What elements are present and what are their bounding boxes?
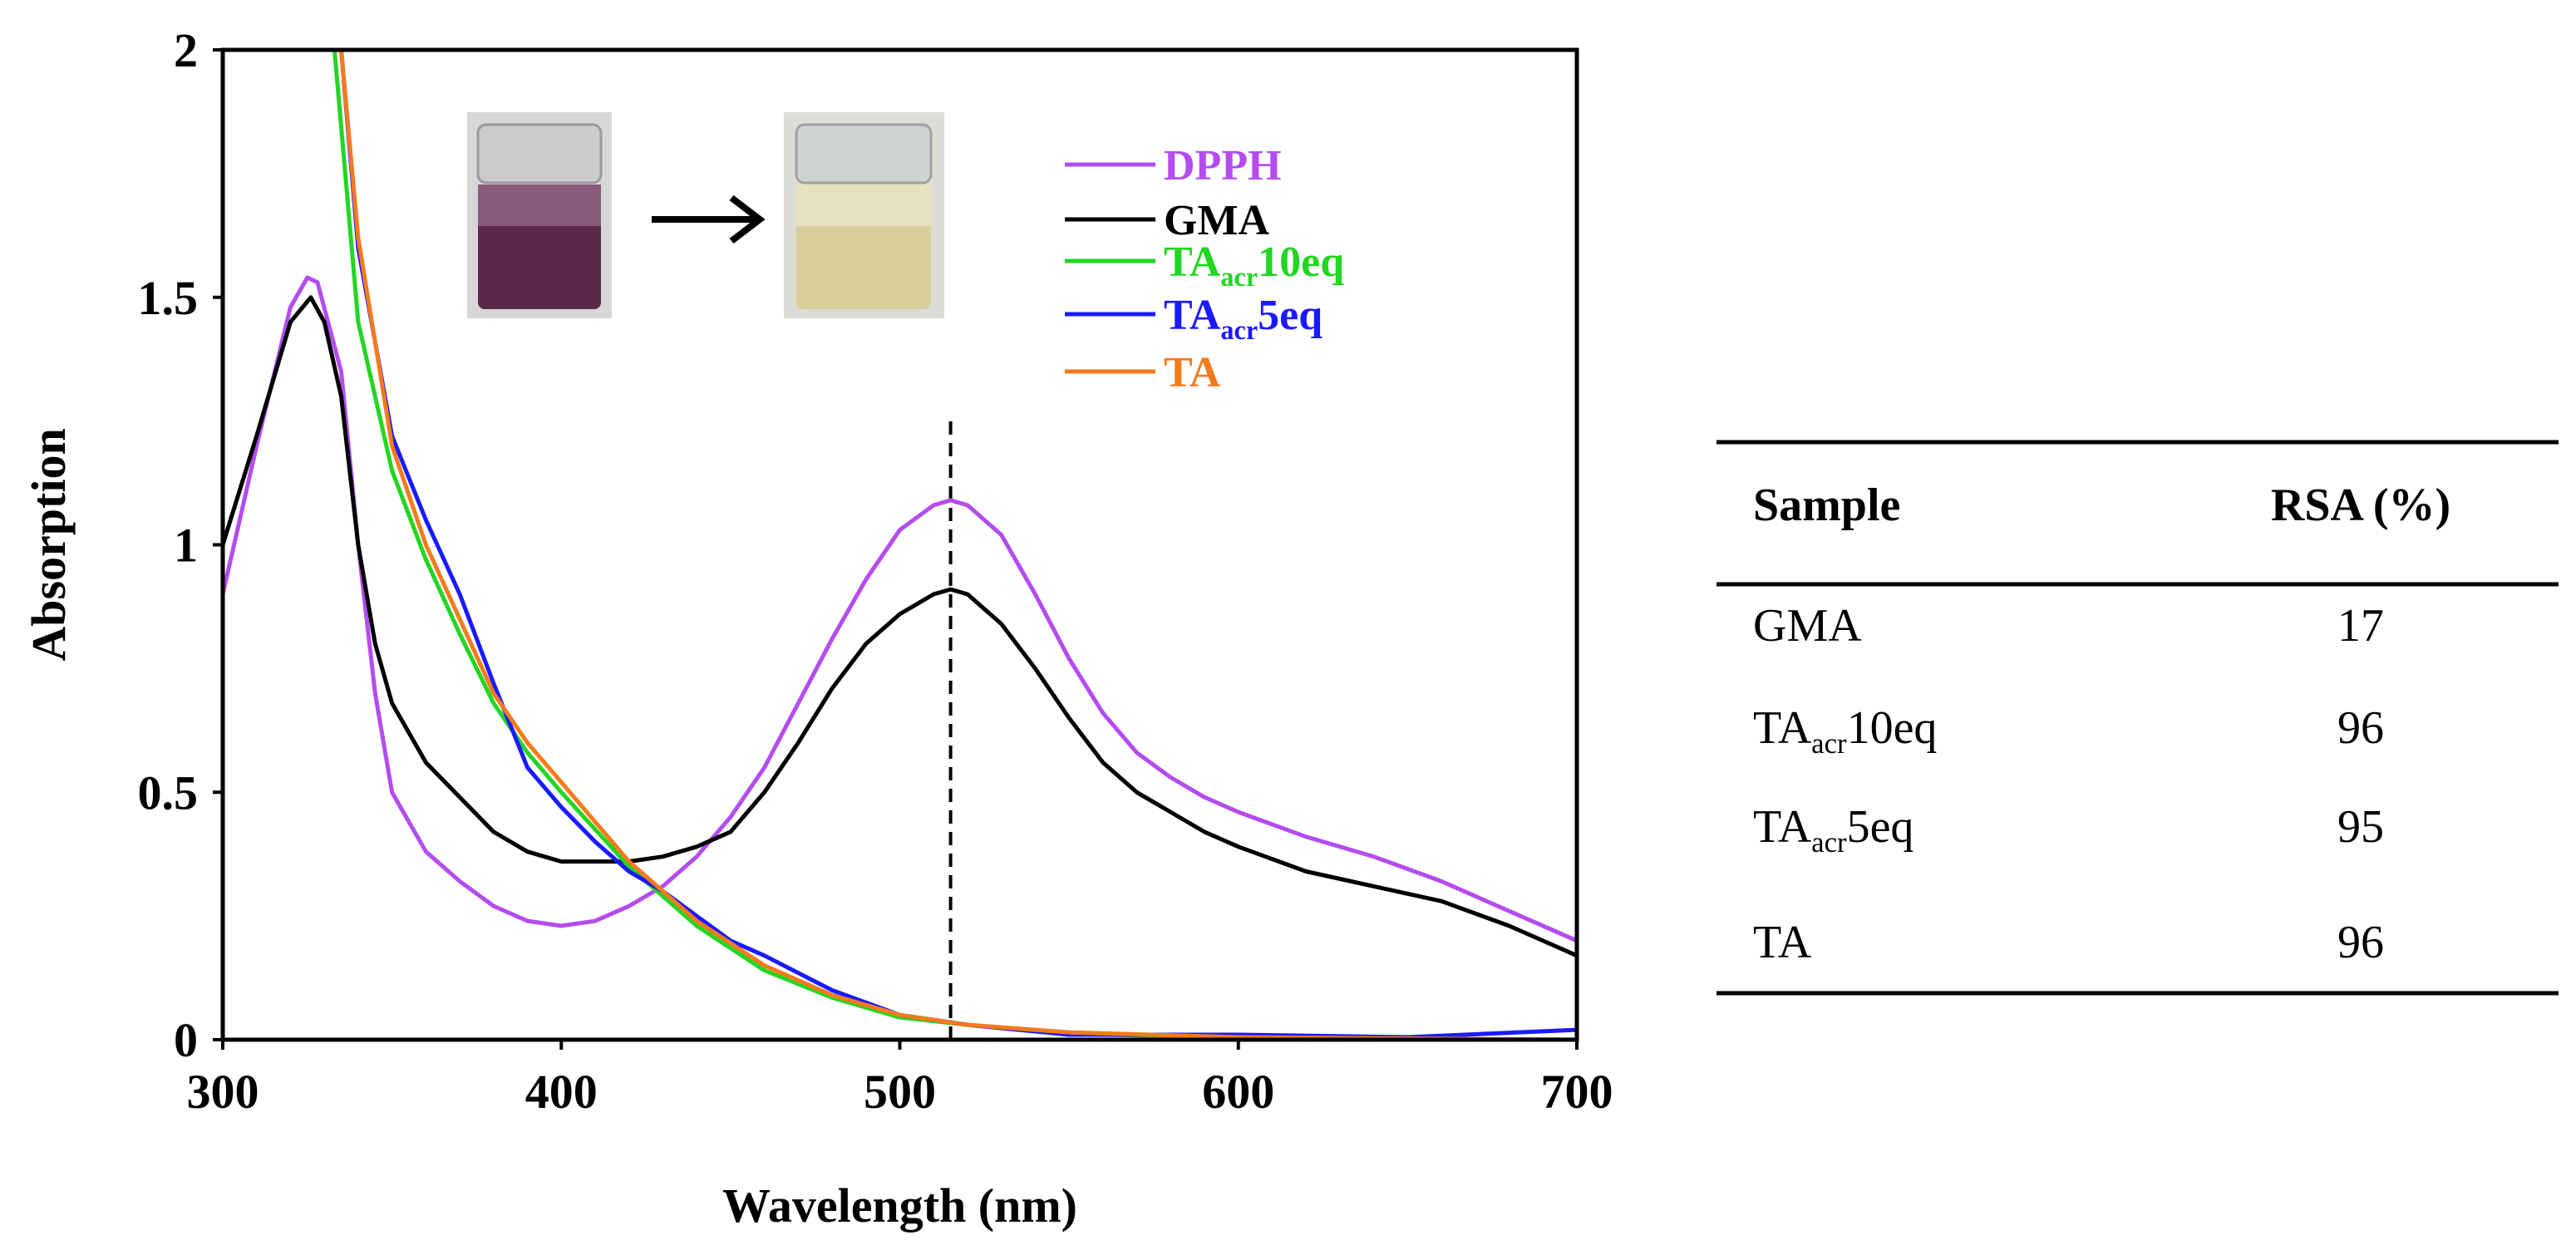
legend-label-main: TA — [1164, 239, 1221, 286]
legend-label-subscript: acr — [1220, 315, 1258, 345]
table-cell-sample: TAacr5eq — [1753, 801, 1914, 859]
table-cell-rsa: 96 — [2337, 702, 2384, 754]
legend-label-main: DPPH — [1164, 142, 1282, 189]
legend-label: TA — [1164, 349, 1221, 396]
table-row: TA 96 — [1753, 917, 2384, 968]
table-cell-sample: GMA — [1753, 600, 1862, 652]
x-tick-label: 500 — [864, 1065, 936, 1119]
legend-label: DPPH — [1164, 142, 1282, 189]
y-tick-label: 0.5 — [138, 765, 199, 819]
legend-label-subscript: acr — [1220, 262, 1258, 292]
table-row: TAacr10eq 96 — [1753, 702, 2384, 760]
vial-photo-before — [467, 112, 612, 318]
y-axis-title: Absorption — [22, 428, 76, 661]
table-cell-sample-subscript: acr — [1811, 727, 1847, 760]
table-cell-sample-rest: 10eq — [1847, 702, 1938, 754]
x-tick-label: 400 — [525, 1065, 598, 1119]
table-cell-sample-main: GMA — [1753, 600, 1862, 652]
x-tick-label: 600 — [1202, 1065, 1274, 1119]
vial-photo-after — [784, 112, 944, 318]
table-cell-sample: TA — [1753, 917, 1812, 968]
table-cell-sample-main: TA — [1753, 702, 1812, 754]
table-header-sample: Sample — [1753, 480, 1900, 531]
series-line-dpph — [223, 275, 1577, 943]
legend-label: GMA — [1164, 197, 1270, 244]
y-tick-label: 1.5 — [138, 271, 199, 325]
table-cell-sample-subscript: acr — [1811, 826, 1847, 859]
legend-label-main: TA — [1164, 292, 1221, 339]
y-tick-label: 1 — [174, 519, 198, 573]
table-header-rsa: RSA (%) — [2271, 480, 2450, 531]
legend-label-rest: 10eq — [1258, 239, 1344, 286]
legend-label: TAacr10eq — [1164, 239, 1344, 292]
x-axis-title: Wavelength (nm) — [722, 1178, 1077, 1233]
legend-label-main: TA — [1164, 349, 1221, 396]
table-cell-sample: TAacr10eq — [1753, 702, 1937, 760]
series-line-gma — [223, 295, 1577, 958]
absorption-chart: 300 400 500 600 700 0 0.5 1 1.5 2 Wavelength (nm) A… — [22, 23, 1613, 1233]
legend-label-rest: 5eq — [1258, 292, 1322, 339]
table-cell-sample-main: TA — [1753, 801, 1812, 853]
y-tick-label: 2 — [174, 23, 198, 77]
x-tick-label: 700 — [1541, 1065, 1613, 1119]
table-row: TAacr5eq 95 — [1753, 801, 2384, 859]
table-cell-rsa: 17 — [2337, 600, 2384, 652]
arrow-icon — [652, 194, 766, 244]
table-cell-rsa: 95 — [2337, 801, 2384, 853]
y-tick-label: 0 — [174, 1013, 198, 1067]
table-row: GMA 17 — [1753, 600, 2384, 652]
legend-label-main: GMA — [1164, 197, 1270, 244]
x-tick-label: 300 — [187, 1065, 259, 1119]
table-cell-rsa: 96 — [2337, 917, 2384, 968]
series-line-ta — [339, 50, 1577, 1040]
table-cell-sample-main: TA — [1753, 917, 1812, 968]
legend-label: TAacr5eq — [1164, 292, 1322, 345]
table-cell-sample-rest: 5eq — [1847, 801, 1914, 853]
